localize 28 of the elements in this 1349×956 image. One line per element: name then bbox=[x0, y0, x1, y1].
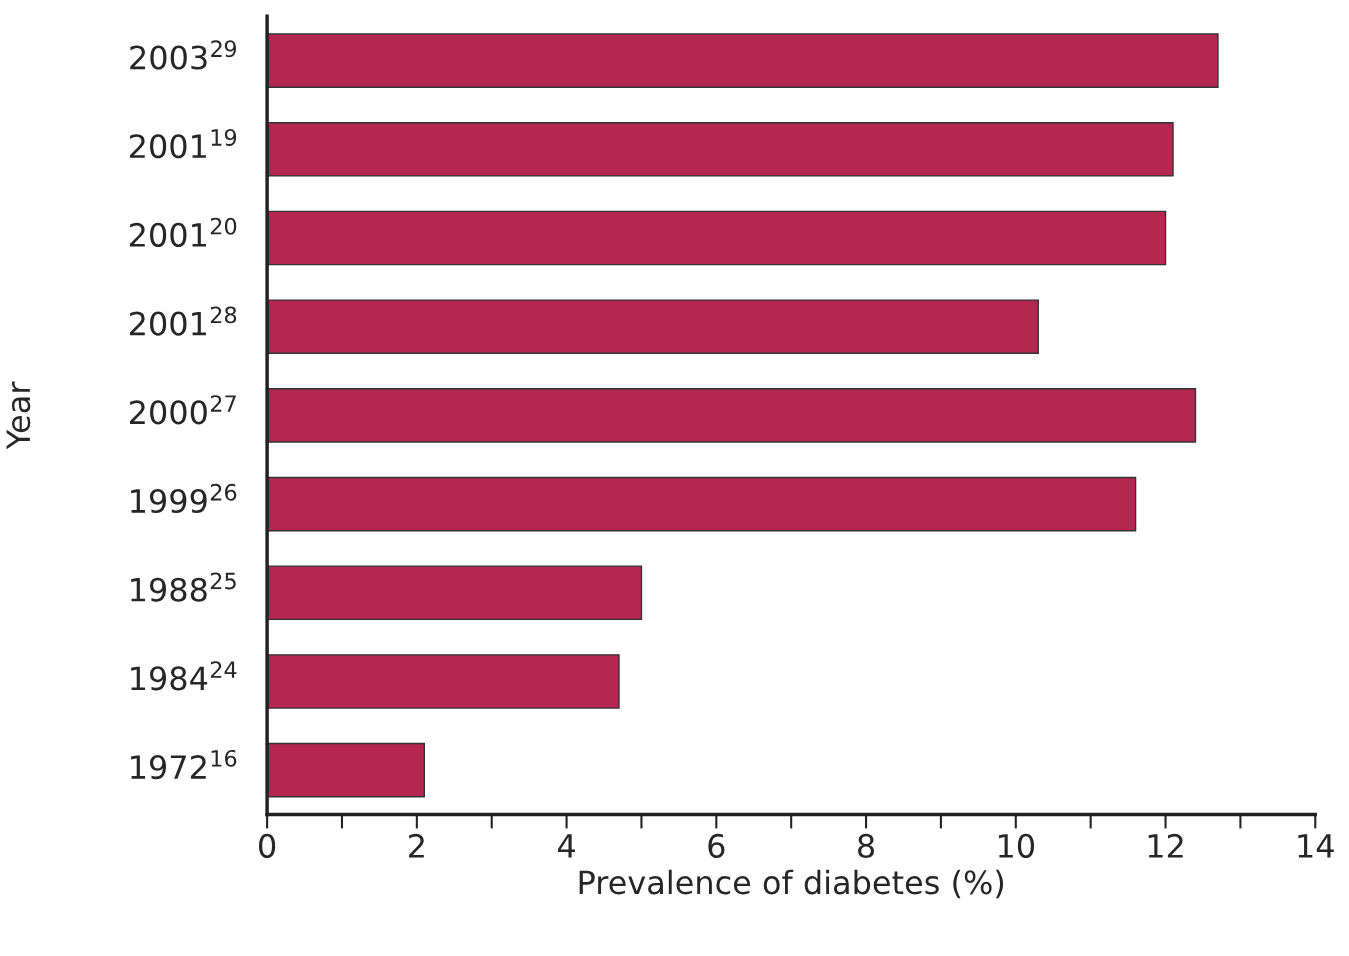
bar bbox=[267, 210, 1167, 266]
x-tick-label: 10 bbox=[998, 833, 1034, 858]
y-tick-label: 2001$^{19}$ bbox=[129, 129, 237, 159]
y-tick-label: 1972$^{16}$ bbox=[131, 749, 237, 780]
bar bbox=[267, 121, 1174, 177]
y-tick-label: 2003$^{29}$ bbox=[130, 40, 237, 70]
x-tick-label: 14 bbox=[1298, 834, 1334, 858]
y-axis-title: Year bbox=[6, 381, 31, 450]
x-tick-label: 4 bbox=[557, 834, 575, 858]
y-tick-label: 2001$^{20}$ bbox=[129, 217, 237, 248]
bar bbox=[267, 388, 1197, 443]
bar bbox=[267, 654, 620, 709]
bar bbox=[267, 565, 643, 621]
bar bbox=[267, 33, 1219, 88]
y-tick-label: 1988$^{25}$ bbox=[131, 572, 236, 602]
x-tick-label: 0 bbox=[259, 833, 276, 858]
bar bbox=[267, 299, 1039, 354]
bar bbox=[267, 476, 1137, 532]
y-tick-label: 1999$^{26}$ bbox=[131, 483, 237, 514]
y-tick-label: 2000$^{27}$ bbox=[129, 395, 236, 425]
x-tick-label: 2 bbox=[409, 833, 424, 858]
x-tick-label: 8 bbox=[858, 833, 875, 858]
bar bbox=[267, 742, 426, 798]
x-tick-label: 6 bbox=[708, 833, 725, 858]
x-tick-label: 12 bbox=[1148, 833, 1183, 858]
x-axis-title: Prevalence of diabetes (%) bbox=[579, 869, 1004, 899]
y-tick-label: 1984$^{24}$ bbox=[131, 661, 237, 691]
y-tick-label: 2001$^{28}$ bbox=[129, 306, 237, 336]
